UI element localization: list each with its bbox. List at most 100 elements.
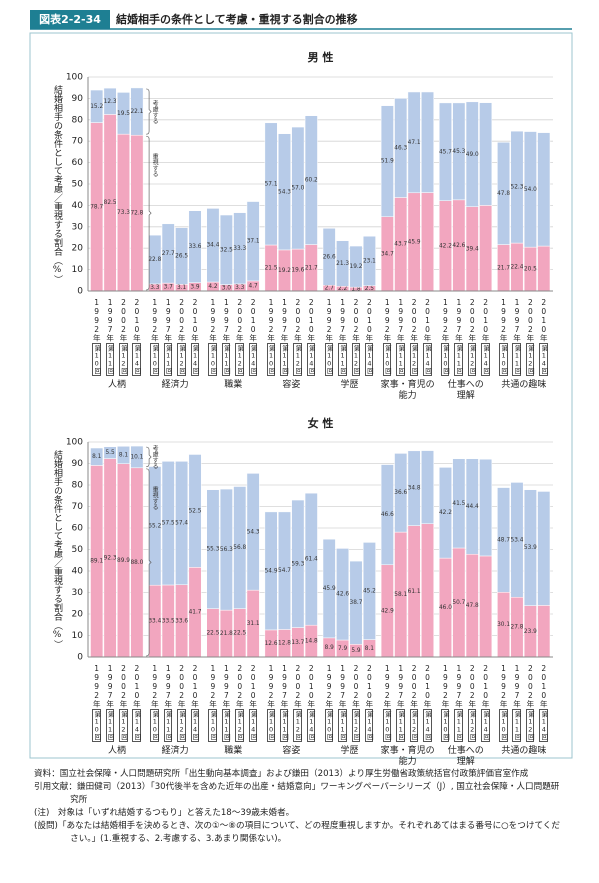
x-tick-label: 1992年 (499, 298, 509, 342)
data-label: 3.3 (150, 285, 160, 291)
bar-segment (233, 212, 247, 285)
y-tick-label: 50 (72, 545, 84, 555)
x-tick-label: 2010年 (306, 664, 316, 708)
x-tick-label: 1992年 (499, 664, 509, 708)
data-label: 73.3 (117, 210, 130, 216)
x-tick-label: 1997年 (512, 298, 522, 342)
bar-segment (117, 92, 130, 135)
round-label: 第14回 (364, 709, 374, 742)
x-tick-label: 1992年 (440, 664, 450, 708)
data-label: 27.8 (511, 625, 524, 631)
bar-segment (219, 488, 233, 611)
data-label: 4.2 (208, 284, 218, 290)
data-label: 21.7 (497, 265, 510, 271)
data-label: 19.2 (350, 264, 363, 270)
y-tick-label: 100 (66, 438, 83, 448)
data-label: 3.9 (190, 284, 200, 290)
round-label: 第10回 (92, 709, 101, 742)
data-label: 26.5 (175, 254, 188, 260)
y-tick-label: 30 (72, 588, 84, 598)
bar-segment (439, 467, 452, 559)
category-label: 仕事への 理解 (447, 380, 484, 401)
data-label: 23.1 (363, 258, 376, 264)
x-tick-label: 2010年 (539, 298, 549, 342)
round-label: 第12回 (525, 709, 535, 742)
x-tick-label: 2002年 (119, 298, 128, 342)
x-tick-label: 2002年 (293, 298, 303, 342)
data-label: 55.3 (206, 547, 219, 553)
x-tick-label: 2002年 (351, 298, 361, 342)
data-label: 41.5 (452, 501, 465, 507)
round-label: 第11回 (512, 343, 521, 376)
data-label: 33.3 (233, 246, 246, 252)
bar-segment (103, 87, 117, 115)
data-label: 19.2 (278, 268, 291, 274)
data-label: 22.1 (130, 109, 143, 115)
round-label: 第10回 (382, 343, 392, 376)
round-label: 第12回 (177, 343, 186, 376)
x-tick-label: 2010年 (481, 298, 491, 342)
data-label: 57.0 (291, 186, 304, 192)
y-tick-label: 0 (77, 287, 83, 297)
data-label: 42.6 (336, 592, 349, 598)
x-tick-label: 2002年 (293, 664, 303, 708)
y-tick-label: 70 (72, 137, 84, 147)
data-label: 34.7 (381, 251, 394, 257)
legend-label: 重視する (151, 485, 159, 510)
bar-segment (421, 450, 434, 524)
annotation-brace (146, 88, 152, 135)
data-label: 52.5 (189, 508, 202, 514)
round-label: 第12回 (235, 709, 244, 742)
data-label: 42.6 (452, 243, 465, 249)
round-label: 第11回 (396, 343, 405, 376)
x-tick-label: 2010年 (481, 664, 491, 708)
data-label: 3.0 (222, 285, 232, 291)
data-label: 48.7 (497, 537, 510, 543)
data-label: 57.5 (162, 521, 175, 527)
x-tick-label: 1997年 (279, 664, 289, 708)
category-label: 共通の趣味 (501, 746, 547, 756)
bar-segment (278, 511, 291, 630)
round-label: 第14回 (306, 709, 316, 742)
note: (注) 対象は「いずれ結婚するつもり」と答えた18～39歳未婚者。 (34, 808, 295, 818)
round-label: 第14回 (190, 343, 200, 376)
bar-segment (336, 548, 350, 641)
bar-segment (407, 91, 421, 194)
round-label: 第11回 (105, 709, 115, 742)
bar-segment (362, 542, 376, 640)
category-label: 人柄 (108, 746, 127, 756)
x-tick-label: 2010年 (248, 298, 258, 342)
x-tick-label: 1992年 (324, 664, 334, 708)
bar-segment (246, 473, 260, 591)
y-tick-label: 20 (72, 244, 84, 254)
data-label: 60.2 (305, 178, 318, 184)
data-label: 78.7 (90, 204, 103, 210)
data-label: 3.3 (235, 285, 245, 291)
round-label: 第10回 (324, 343, 334, 376)
bar-segment (380, 464, 394, 566)
round-label: 第14回 (481, 343, 490, 376)
data-label: 89.9 (117, 558, 130, 564)
data-label: 45.9 (323, 586, 336, 592)
x-tick-label: 2010年 (364, 664, 374, 708)
chart-frame (29, 32, 573, 759)
data-label: 42.2 (439, 243, 452, 249)
bar-segment (439, 102, 452, 201)
round-label: 第11回 (163, 343, 173, 376)
data-label: 19.6 (291, 268, 304, 274)
round-label: 第10回 (499, 343, 508, 376)
x-tick-label: 1997年 (396, 298, 406, 342)
y-tick-label: 40 (72, 201, 84, 211)
bar-segment (233, 486, 247, 609)
data-label: 22.8 (148, 257, 161, 263)
category-label: 家事・育児の 能力 (380, 746, 435, 767)
x-tick-label: 1997年 (279, 298, 289, 342)
x-tick-label: 2010年 (306, 298, 316, 342)
round-label: 第11回 (512, 709, 521, 742)
round-label: 第12回 (525, 343, 535, 376)
data-label: 31.1 (247, 621, 260, 627)
bar-segment (421, 523, 434, 658)
bar-segment (148, 466, 162, 586)
data-label: 1.8 (351, 287, 361, 293)
bar-segment (206, 208, 220, 283)
